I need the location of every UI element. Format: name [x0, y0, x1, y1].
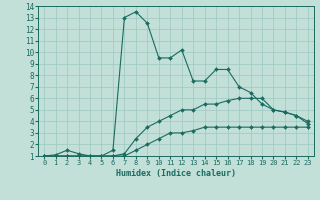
- X-axis label: Humidex (Indice chaleur): Humidex (Indice chaleur): [116, 169, 236, 178]
